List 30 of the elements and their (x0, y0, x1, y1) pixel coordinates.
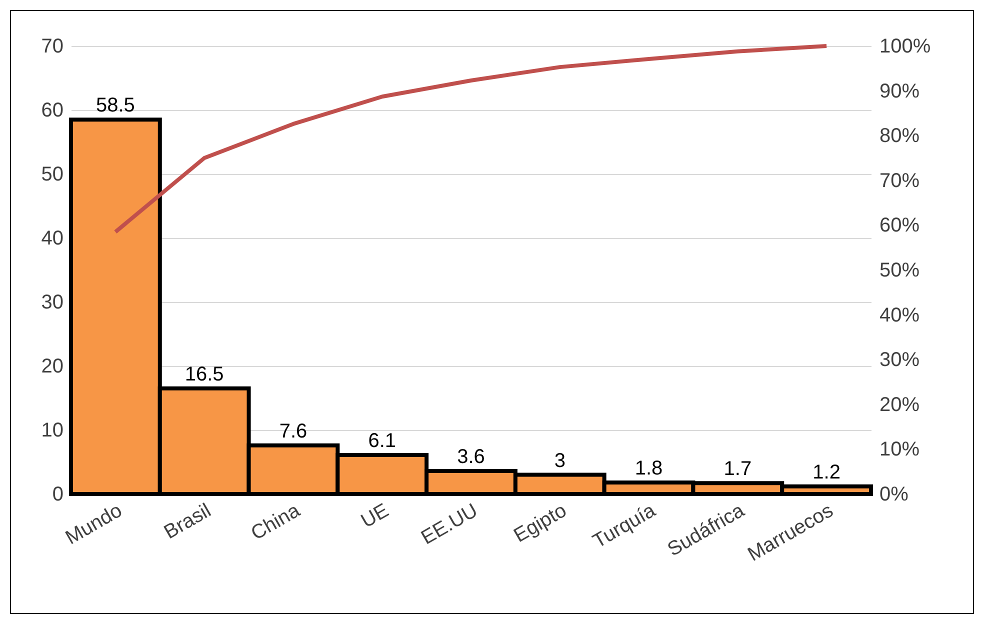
y2-tick-label: 10% (880, 438, 920, 461)
y2-tick-label: 60% (880, 214, 920, 237)
y-tick-label: 30 (41, 292, 64, 314)
y-tick-label: 50 (41, 164, 64, 186)
x-tick-label: China (247, 499, 304, 545)
x-tick-label: UE (358, 500, 393, 533)
data-label: 7.6 (279, 420, 308, 442)
y2-tick-label: 70% (880, 170, 920, 192)
data-label: 3 (554, 450, 566, 472)
y-tick-label: 70 (41, 36, 64, 58)
data-label: 1.7 (724, 458, 752, 480)
data-label: 1.8 (634, 457, 663, 480)
y-tick-label: 10 (41, 420, 64, 442)
y-tick-label: 20 (41, 356, 64, 378)
data-label: 58.5 (96, 94, 135, 117)
y2-tick-label: 20% (880, 394, 920, 416)
y-tick-label: 60 (41, 100, 64, 122)
y-tick-label: 40 (41, 228, 64, 250)
y2-tick-label: 30% (880, 349, 920, 372)
y2-tick-label: 40% (880, 304, 920, 326)
y2-tick-label: 0% (880, 484, 909, 506)
data-label: 1.2 (812, 461, 840, 484)
y2-tick-label: 80% (880, 125, 920, 148)
data-label: 3.6 (457, 446, 485, 468)
data-label: 6.1 (368, 430, 396, 452)
y2-tick-label: 100% (880, 36, 931, 58)
y2-tick-label: 90% (880, 80, 920, 102)
y2-tick-label: 50% (880, 260, 920, 282)
y-tick-label: 0 (52, 484, 64, 506)
data-label: 16.5 (184, 363, 224, 386)
